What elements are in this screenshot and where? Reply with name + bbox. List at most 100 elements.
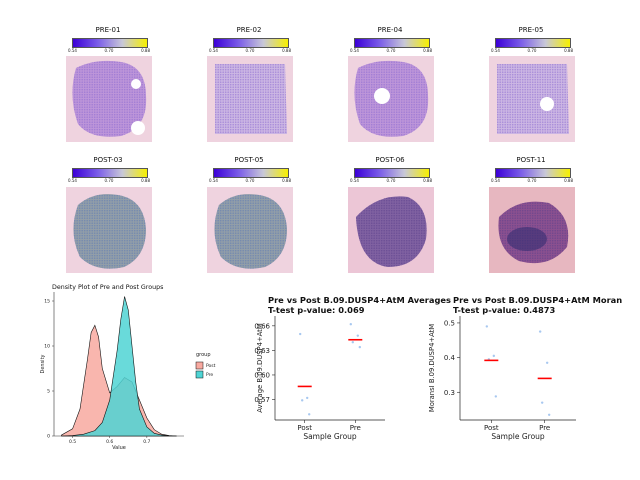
tissue-image xyxy=(348,56,434,142)
colorbar-tick-label: 0.54 xyxy=(68,48,77,53)
colorbar-tick-label: 0.70 xyxy=(527,178,537,183)
averages-point xyxy=(306,396,309,400)
tissue-panel-pre-01 xyxy=(66,56,152,142)
averages-point xyxy=(351,341,354,344)
density-area-post xyxy=(61,324,177,437)
tissue-panel-post-05 xyxy=(207,187,293,273)
moran-point xyxy=(545,361,549,364)
moran-y-label: MoransI B.09.DUSP4+AtM xyxy=(428,324,436,412)
density-legend-title: group xyxy=(196,352,211,358)
colorbar-tick-label: 0.88 xyxy=(282,178,291,183)
density-x-tick-label: 0.6 xyxy=(106,439,113,445)
colorbar-tick-label: 0.70 xyxy=(104,48,114,53)
density-chart-title: Density Plot of Pre and Post Groups xyxy=(52,284,164,291)
averages-x-label: Sample Group xyxy=(303,432,357,441)
density-area-pre xyxy=(61,296,177,437)
colorbar-tick-label: 0.54 xyxy=(68,178,77,183)
colorbar-ticks: 0.54 0.70 0.88 xyxy=(350,178,432,183)
panel-title: POST-11 xyxy=(516,156,546,164)
averages-x-tick-label: Post xyxy=(297,424,312,432)
panel-title: PRE-02 xyxy=(236,26,262,34)
colorbar-ticks: 0.54 0.70 0.88 xyxy=(350,48,432,53)
colorbar-tick-label: 0.54 xyxy=(209,178,218,183)
density-legend-swatch xyxy=(195,370,204,379)
colorbar-tick-label: 0.88 xyxy=(423,48,432,53)
tissue-image xyxy=(489,56,575,142)
colorbar xyxy=(72,168,148,178)
moran-point xyxy=(540,401,544,404)
moran-y-tick-label: 0.3 xyxy=(444,389,455,397)
panel-title: PRE-01 xyxy=(95,26,121,34)
tissue-image xyxy=(66,187,152,273)
tissue-image xyxy=(489,187,575,273)
colorbar-tick-label: 0.70 xyxy=(245,178,255,183)
colorbar-tick-label: 0.54 xyxy=(350,48,359,53)
tissue-image xyxy=(207,56,293,142)
moran-x-tick-label: Post xyxy=(484,424,499,432)
colorbar-ticks: 0.54 0.70 0.88 xyxy=(68,48,150,53)
density-y-label: Density xyxy=(40,354,46,373)
moran-y-tick-label: 0.4 xyxy=(444,354,456,362)
tissue-image xyxy=(207,187,293,273)
colorbar-ticks: 0.54 0.70 0.88 xyxy=(68,178,150,183)
moran-point xyxy=(492,354,496,358)
tissue-panel-pre-02 xyxy=(207,56,293,142)
colorbar xyxy=(213,38,289,48)
moran-point xyxy=(547,413,551,416)
panel-title: PRE-04 xyxy=(377,26,403,34)
colorbar-tick-label: 0.54 xyxy=(491,48,500,53)
tissue-panel-pre-04 xyxy=(348,56,434,142)
tissue-panel-post-06 xyxy=(348,187,434,273)
moran-point xyxy=(538,330,542,333)
averages-point xyxy=(299,332,302,336)
colorbar-tick-label: 0.70 xyxy=(104,178,114,183)
tissue-image xyxy=(348,187,434,273)
colorbar xyxy=(72,38,148,48)
density-y-tick-label: 0 xyxy=(47,434,50,440)
density-x-tick-label: 0.5 xyxy=(69,439,76,445)
colorbar-tick-label: 0.70 xyxy=(527,48,537,53)
panel-title: POST-05 xyxy=(234,156,264,164)
colorbar-tick-label: 0.70 xyxy=(245,48,255,53)
tissue-panel-pre-05 xyxy=(489,56,575,142)
averages-y-label: Average B.09.DUSP4+AtM xyxy=(256,323,264,413)
panel-title: PRE-05 xyxy=(518,26,544,34)
moran-point xyxy=(485,325,489,328)
moran-chart-title: Pre vs Post B.09.DUSP4+AtM Moran xyxy=(453,295,623,305)
averages-point xyxy=(356,334,359,337)
panel-title: POST-06 xyxy=(375,156,405,164)
colorbar-tick-label: 0.88 xyxy=(282,48,291,53)
colorbar-tick-label: 0.54 xyxy=(209,48,218,53)
moran-y-tick-label: 0.5 xyxy=(444,319,455,327)
colorbar-tick-label: 0.88 xyxy=(423,178,432,183)
averages-x-tick-label: Pre xyxy=(350,424,361,432)
colorbar-ticks: 0.54 0.70 0.88 xyxy=(491,178,573,183)
colorbar xyxy=(495,38,571,48)
averages-point xyxy=(358,345,361,349)
averages-y-tick-label: 0.60 xyxy=(254,371,270,379)
colorbar-ticks: 0.54 0.70 0.88 xyxy=(491,48,573,53)
colorbar xyxy=(354,38,430,48)
density-x-tick-label: 0.7 xyxy=(143,439,150,445)
averages-point xyxy=(301,399,304,402)
moran-chart-subtitle: T-test p-value: 0.4873 xyxy=(453,305,556,315)
moran-x-tick-label: Pre xyxy=(539,424,550,432)
moran-point xyxy=(494,395,498,398)
colorbar-tick-label: 0.54 xyxy=(491,178,500,183)
averages-y-tick-label: 0.63 xyxy=(254,347,270,355)
averages-y-tick-label: 0.57 xyxy=(254,396,270,404)
density-legend-label: Post xyxy=(206,363,216,369)
colorbar-ticks: 0.54 0.70 0.88 xyxy=(209,48,291,53)
colorbar xyxy=(495,168,571,178)
averages-point xyxy=(349,322,352,326)
averages-chart-subtitle: T-test p-value: 0.069 xyxy=(268,305,365,315)
panel-title: POST-03 xyxy=(93,156,123,164)
density-y-tick-label: 15 xyxy=(44,299,50,305)
colorbar-tick-label: 0.54 xyxy=(350,178,359,183)
tissue-panel-post-03 xyxy=(66,187,152,273)
colorbar xyxy=(354,168,430,178)
colorbar-tick-label: 0.70 xyxy=(386,48,396,53)
averages-point xyxy=(308,413,311,416)
colorbar-tick-label: 0.70 xyxy=(386,178,396,183)
colorbar-tick-label: 0.88 xyxy=(564,48,573,53)
